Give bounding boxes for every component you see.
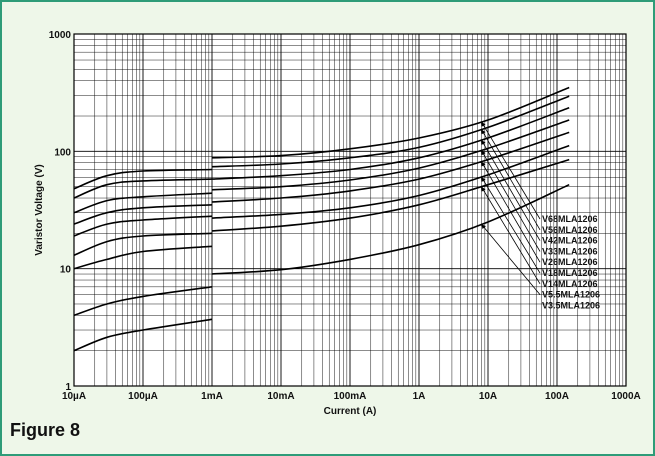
figure-label: Figure 8 xyxy=(10,420,81,440)
legend-leader xyxy=(480,150,541,252)
series-line xyxy=(73,178,213,199)
x-tick-label: 1A xyxy=(413,391,426,402)
legend-arrowhead xyxy=(481,139,486,145)
tick-labels: 10µA 100µA 1mA 10mA 100mA 1A 10A 100A 1000A 1 10 10… xyxy=(49,30,641,402)
x-tick-label: 1mA xyxy=(201,391,223,402)
legend-label: V3.5MLA1206 xyxy=(542,300,600,310)
series-line xyxy=(73,318,213,352)
series-line xyxy=(211,183,570,275)
legend-label: V14MLA1206 xyxy=(542,279,598,289)
series-line xyxy=(211,107,570,180)
legend-leader xyxy=(480,176,541,274)
plot-border xyxy=(73,33,627,387)
x-axis-label: Current (A) xyxy=(324,406,377,417)
legend-label: V68MLA1206 xyxy=(542,214,598,224)
legend-leader xyxy=(480,129,541,231)
x-tick-label: 1000A xyxy=(611,391,640,402)
series-line xyxy=(73,215,213,237)
y-tick-label: 100 xyxy=(54,147,71,158)
x-tick-label: 10mA xyxy=(267,391,294,402)
legend-label: V42MLA1206 xyxy=(542,236,598,246)
legend-arrowhead xyxy=(481,186,486,192)
series-lines xyxy=(73,86,570,352)
series-line xyxy=(73,204,213,225)
legend-label: V56MLA1206 xyxy=(542,225,598,235)
legend-leader xyxy=(480,186,541,285)
legend-arrowhead xyxy=(481,129,486,135)
legend-arrowhead xyxy=(481,176,486,182)
y-tick-label: 1000 xyxy=(49,30,72,41)
x-tick-label: 100A xyxy=(545,391,569,402)
series-line xyxy=(73,192,213,214)
x-tick-label: 10A xyxy=(479,391,497,402)
series-line xyxy=(211,158,570,232)
series-line xyxy=(211,144,570,219)
legend-arrowhead xyxy=(481,224,486,230)
legend-label: V18MLA1206 xyxy=(542,268,598,278)
series-line xyxy=(211,95,570,168)
legend: V68MLA1206V56MLA1206V42MLA1206V33MLA1206… xyxy=(480,121,600,310)
series-line xyxy=(211,119,570,191)
series-line xyxy=(73,168,213,190)
legend-label: V33MLA1206 xyxy=(542,246,598,256)
x-tick-label: 10µA xyxy=(62,391,86,402)
legend-arrowhead xyxy=(481,121,486,127)
x-tick-label: 100µA xyxy=(128,391,158,402)
series-line xyxy=(211,86,570,159)
legend-arrowhead xyxy=(481,161,486,167)
series-line xyxy=(73,232,213,257)
y-tick-label: 1 xyxy=(65,382,71,393)
legend-leader xyxy=(480,161,541,263)
x-tick-label: 100mA xyxy=(334,391,367,402)
legend-arrowhead xyxy=(481,150,486,156)
legend-leader xyxy=(480,139,541,241)
legend-leader xyxy=(481,223,541,295)
legend-label: V5.5MLA1206 xyxy=(542,290,600,300)
y-axis-label: Varistor Voltage (V) xyxy=(34,164,45,256)
legend-label: V26MLA1206 xyxy=(542,257,598,267)
series-line xyxy=(73,245,213,270)
series-line xyxy=(73,286,213,317)
legend-leader xyxy=(480,121,541,220)
y-tick-label: 10 xyxy=(60,265,72,276)
